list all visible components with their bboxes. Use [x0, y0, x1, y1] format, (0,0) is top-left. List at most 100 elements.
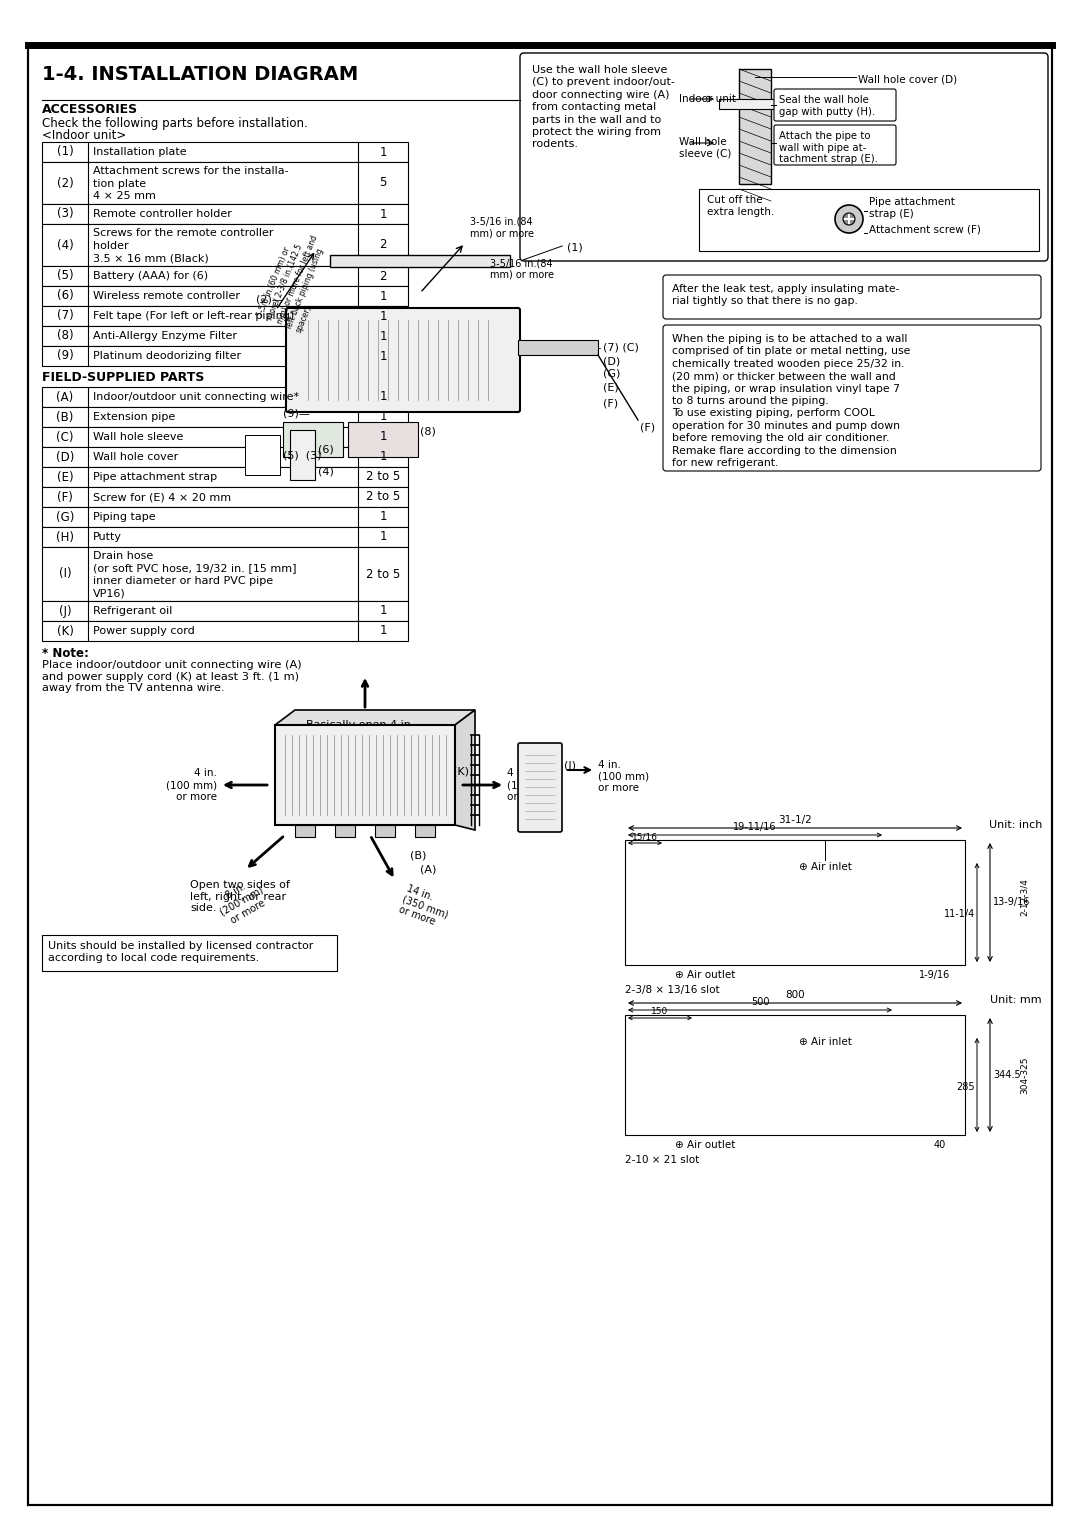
Bar [42, 507, 408, 527]
Text: (C): (C) [56, 431, 73, 443]
Bar [42, 142, 408, 162]
FancyBboxPatch shape [663, 325, 1041, 470]
Text: inner diameter or hard PVC pipe: inner diameter or hard PVC pipe [93, 576, 273, 586]
Bar [518, 341, 598, 354]
Text: Felt tape (For left or left-rear piping): Felt tape (For left or left-rear piping) [93, 312, 294, 321]
Text: Pipe attachment
strap (E): Pipe attachment strap (E) [869, 197, 955, 218]
Text: Putty: Putty [93, 531, 122, 542]
Bar [42, 487, 408, 507]
Text: * Note:: * Note: [42, 647, 89, 660]
Bar [42, 527, 408, 547]
Bar [42, 325, 408, 347]
Text: Screw for (E) 4 × 20 mm: Screw for (E) 4 × 20 mm [93, 492, 231, 502]
Text: 3-5/16 in.(84
mm) or more: 3-5/16 in.(84 mm) or more [470, 217, 534, 238]
Text: 1: 1 [379, 450, 387, 464]
Bar [42, 408, 408, 428]
Bar [719, 99, 851, 108]
Text: 14 in.
(350 mm)
or more: 14 in. (350 mm) or more [397, 883, 454, 930]
Text: (4): (4) [318, 467, 334, 476]
Bar [42, 224, 408, 266]
Text: 800: 800 [785, 989, 805, 1000]
Text: (2)—: (2)— [256, 295, 283, 305]
Bar [42, 621, 408, 641]
Text: 2 to 5: 2 to 5 [366, 490, 400, 504]
Text: (I): (I) [58, 568, 71, 580]
Text: 1: 1 [379, 605, 387, 617]
Text: When the piping is to be attached to a wall
comprised of tin plate or metal nett: When the piping is to be attached to a w… [672, 334, 910, 467]
Text: Extension pipe: Extension pipe [93, 412, 175, 421]
Text: Wall hole
sleeve (C): Wall hole sleeve (C) [679, 137, 731, 159]
Text: Indoor/outdoor unit connecting wire*: Indoor/outdoor unit connecting wire* [93, 392, 299, 402]
Text: Anti-Allergy Enzyme Filter: Anti-Allergy Enzyme Filter [93, 331, 237, 341]
Bar [42, 162, 408, 205]
Bar [42, 602, 408, 621]
Bar [42, 305, 408, 325]
Bar [42, 467, 408, 487]
Text: Platinum deodorizing filter: Platinum deodorizing filter [93, 351, 241, 360]
Text: 3-5/16 in.(84
mm) or more: 3-5/16 in.(84 mm) or more [490, 258, 554, 279]
Text: 13-9/16: 13-9/16 [993, 898, 1030, 907]
Text: 1-9/16: 1-9/16 [919, 970, 950, 980]
Polygon shape [455, 710, 475, 831]
Text: ⊕ Air outlet: ⊕ Air outlet [675, 1141, 735, 1150]
Bar [42, 935, 337, 971]
Text: Unit: mm: Unit: mm [990, 996, 1042, 1005]
Text: (G): (G) [603, 370, 620, 379]
Text: 150: 150 [651, 1006, 669, 1015]
Text: (D): (D) [603, 356, 620, 366]
Text: ⊕ Air inlet: ⊕ Air inlet [798, 1037, 851, 1048]
Text: 1: 1 [379, 208, 387, 220]
Text: ⊕ Air outlet: ⊕ Air outlet [675, 970, 735, 980]
Text: (9): (9) [56, 350, 73, 362]
Text: 285: 285 [957, 1083, 975, 1092]
Text: Screws for the remote controller: Screws for the remote controller [93, 228, 273, 238]
FancyBboxPatch shape [286, 308, 519, 412]
Text: (F): (F) [603, 399, 618, 408]
Bar [330, 255, 510, 267]
Text: 1: 1 [379, 431, 387, 443]
Text: (7) (C): (7) (C) [603, 344, 639, 353]
Text: 2: 2 [379, 269, 387, 282]
FancyBboxPatch shape [774, 125, 896, 165]
Text: (F): (F) [57, 490, 73, 504]
Text: 1: 1 [379, 350, 387, 362]
Bar [625, 840, 966, 965]
Text: (B): (B) [410, 851, 427, 860]
Text: Units should be installed by licensed contractor
according to local code require: Units should be installed by licensed co… [48, 941, 313, 962]
Text: ACCESSORIES: ACCESSORIES [42, 102, 138, 116]
Text: Unit: inch: Unit: inch [988, 820, 1042, 831]
Text: (A): (A) [420, 864, 436, 875]
Text: 1-4. INSTALLATION DIAGRAM: 1-4. INSTALLATION DIAGRAM [42, 66, 359, 84]
Text: Basically open 4 in.
(100 mm) or more
without any obstruction
in front and on bo: Basically open 4 in. (100 mm) or more wi… [306, 721, 438, 776]
Circle shape [835, 205, 863, 234]
Bar [739, 69, 771, 183]
Text: 2-3/8 × 13/16 slot: 2-3/8 × 13/16 slot [625, 985, 719, 996]
Text: (1): (1) [56, 145, 73, 159]
FancyBboxPatch shape [519, 53, 1048, 261]
Text: <Indoor unit>: <Indoor unit> [42, 128, 126, 142]
Text: Open two sides of
left, right, or rear
side.: Open two sides of left, right, or rear s… [190, 880, 289, 913]
Text: 1: 1 [379, 290, 387, 302]
Text: Installation plate: Installation plate [93, 147, 187, 157]
Text: Wall hole cover (D): Wall hole cover (D) [858, 73, 957, 84]
Text: 3.5 × 16 mm (Black): 3.5 × 16 mm (Black) [93, 253, 208, 264]
Text: Wireless remote controller: Wireless remote controller [93, 292, 240, 301]
Bar [415, 825, 435, 837]
Text: FIELD-SUPPLIED PARTS: FIELD-SUPPLIED PARTS [42, 371, 204, 383]
Text: (8): (8) [56, 330, 73, 342]
Text: 5-5/8 in.(60 mm) or
more/ 2-3/8 in.(142.5
mm) or more for left and
left back pip: 5-5/8 in.(60 mm) or more/ 2-3/8 in.(142.… [256, 226, 338, 333]
Bar [42, 547, 408, 602]
Text: 31-1/2: 31-1/2 [778, 815, 812, 825]
Text: Wall hole sleeve: Wall hole sleeve [93, 432, 184, 441]
Text: (E): (E) [603, 382, 619, 392]
Text: (B): (B) [56, 411, 73, 423]
Bar [42, 447, 408, 467]
Text: (H): (H) [56, 530, 75, 544]
Text: Attach the pipe to
wall with pipe at-
tachment strap (E).: Attach the pipe to wall with pipe at- ta… [779, 131, 878, 165]
Bar [42, 286, 408, 305]
Bar [42, 205, 408, 224]
Bar [283, 421, 343, 457]
Text: 1: 1 [379, 625, 387, 637]
Text: 304-325: 304-325 [1020, 1057, 1029, 1093]
Bar [375, 825, 395, 837]
